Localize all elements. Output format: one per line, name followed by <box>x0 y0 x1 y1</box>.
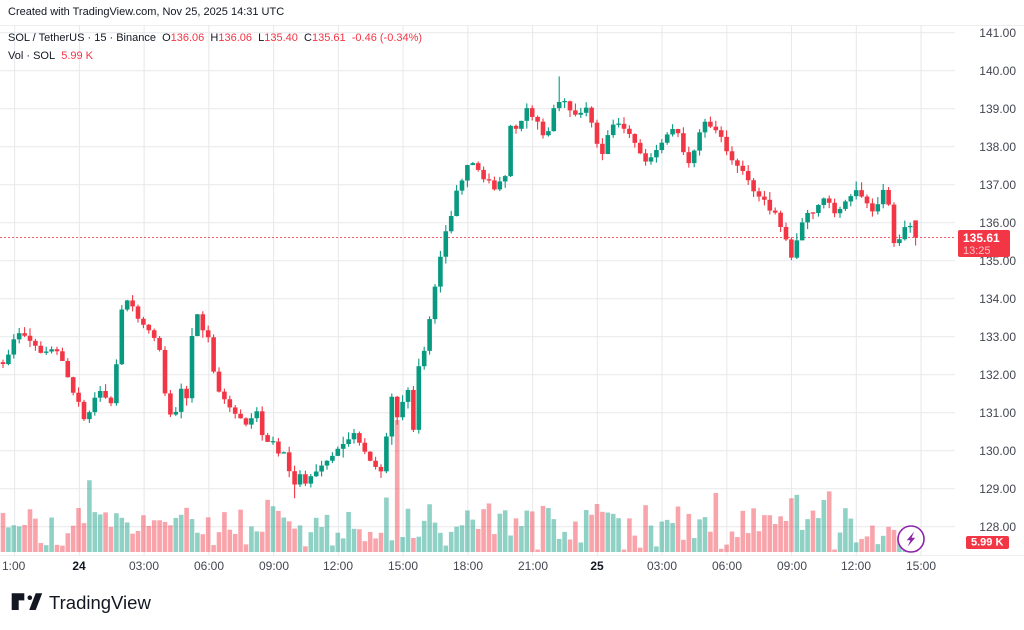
svg-text:09:00: 09:00 <box>777 559 807 573</box>
svg-text:134.00: 134.00 <box>979 292 1016 306</box>
svg-text:15:00: 15:00 <box>906 559 936 573</box>
svg-text:140.00: 140.00 <box>979 64 1016 78</box>
svg-text:131.00: 131.00 <box>979 406 1016 420</box>
svg-text:137.00: 137.00 <box>979 178 1016 192</box>
svg-text:5.99 K: 5.99 K <box>971 537 1003 549</box>
svg-text:13:25: 13:25 <box>963 245 991 257</box>
svg-text:138.00: 138.00 <box>979 140 1016 154</box>
svg-text:12:00: 12:00 <box>323 559 353 573</box>
svg-text:141.00: 141.00 <box>979 26 1016 40</box>
svg-text:1:00: 1:00 <box>2 559 26 573</box>
svg-text:130.00: 130.00 <box>979 444 1016 458</box>
svg-text:06:00: 06:00 <box>194 559 224 573</box>
svg-text:128.00: 128.00 <box>979 520 1016 534</box>
svg-text:03:00: 03:00 <box>129 559 159 573</box>
svg-text:12:00: 12:00 <box>841 559 871 573</box>
svg-text:06:00: 06:00 <box>712 559 742 573</box>
svg-text:132.00: 132.00 <box>979 368 1016 382</box>
svg-text:18:00: 18:00 <box>453 559 483 573</box>
svg-text:24: 24 <box>72 559 86 573</box>
svg-text:129.00: 129.00 <box>979 482 1016 496</box>
svg-text:TradingView: TradingView <box>49 592 151 613</box>
svg-text:15:00: 15:00 <box>388 559 418 573</box>
svg-text:139.00: 139.00 <box>979 102 1016 116</box>
svg-text:21:00: 21:00 <box>518 559 548 573</box>
svg-text:136.00: 136.00 <box>979 216 1016 230</box>
svg-text:03:00: 03:00 <box>647 559 677 573</box>
svg-text:133.00: 133.00 <box>979 330 1016 344</box>
svg-text:25: 25 <box>590 559 604 573</box>
svg-text:135.61: 135.61 <box>963 231 1000 245</box>
svg-text:09:00: 09:00 <box>259 559 289 573</box>
